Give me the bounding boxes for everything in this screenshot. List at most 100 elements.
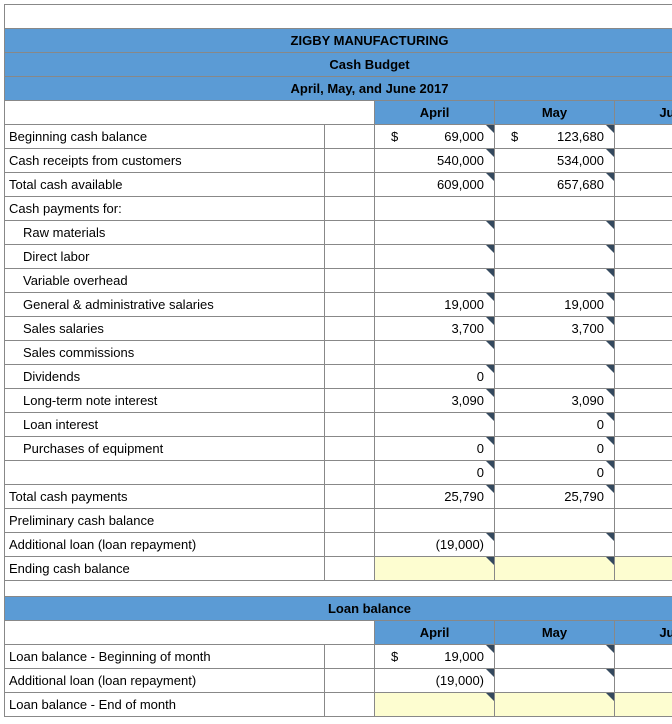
blank-header [5,101,375,125]
loan-blank-header [5,621,375,645]
row-7-jun: 19,000 [615,293,672,317]
row-8-jun: 3,700 [615,317,672,341]
row-label-16: Preliminary cash balance [5,509,325,533]
row-6-apr [375,269,495,293]
row-spacer-12 [325,413,375,437]
row-spacer-10 [325,365,375,389]
loan-row-1-may [495,669,615,693]
row-spacer-6 [325,269,375,293]
row-spacer-7 [325,293,375,317]
loan-row-0-may [495,645,615,669]
loan-row-2-apr [375,693,495,717]
loan-row-label-1: Additional loan (loan repayment) [5,669,325,693]
loan-row-0-jun [615,645,672,669]
cash-budget-table: ZIGBY MANUFACTURINGCash BudgetApril, May… [4,4,672,717]
loan-row-1-jun [615,669,672,693]
row-7-may: 19,000 [495,293,615,317]
row-17-apr: (19,000) [375,533,495,557]
loan-row-label-2: Loan balance - End of month [5,693,325,717]
loan-col-april: April [375,621,495,645]
row-16-may [495,509,615,533]
row-spacer-18 [325,557,375,581]
row-label-5: Direct labor [5,245,325,269]
col-june: June [615,101,672,125]
row-2-may: 657,680 [495,173,615,197]
row-spacer-13 [325,437,375,461]
row-7-apr: 19,000 [375,293,495,317]
row-4-may [495,221,615,245]
row-16-jun [615,509,672,533]
row-12-apr [375,413,495,437]
title-line-0: ZIGBY MANUFACTURING [5,29,672,53]
row-spacer-16 [325,509,375,533]
row-spacer-4 [325,221,375,245]
row-10-apr: 0 [375,365,495,389]
row-18-jun [615,557,672,581]
row-label-14 [5,461,325,485]
row-11-may: 3,090 [495,389,615,413]
row-9-apr [375,341,495,365]
row-label-4: Raw materials [5,221,325,245]
row-label-2: Total cash available [5,173,325,197]
row-10-jun: 0 [615,365,672,389]
row-14-may: 0 [495,461,615,485]
row-3-apr [375,197,495,221]
row-0-apr: $69,000 [375,125,495,149]
row-17-may [495,533,615,557]
row-4-jun [615,221,672,245]
row-label-8: Sales salaries [5,317,325,341]
title-line-1: Cash Budget [5,53,672,77]
row-spacer-0 [325,125,375,149]
row-label-10: Dividends [5,365,325,389]
row-spacer-9 [325,341,375,365]
row-12-may: 0 [495,413,615,437]
row-9-may [495,341,615,365]
row-8-apr: 3,700 [375,317,495,341]
loan-col-may: May [495,621,615,645]
row-label-1: Cash receipts from customers [5,149,325,173]
row-label-7: General & administrative salaries [5,293,325,317]
loan-row-spacer-2 [325,693,375,717]
row-label-12: Loan interest [5,413,325,437]
row-spacer-3 [325,197,375,221]
loan-row-label-0: Loan balance - Beginning of month [5,645,325,669]
loan-row-1-apr: (19,000) [375,669,495,693]
row-spacer-2 [325,173,375,197]
row-15-may: 25,790 [495,485,615,509]
row-1-may: 534,000 [495,149,615,173]
col-may: May [495,101,615,125]
row-12-jun: 0 [615,413,672,437]
gap-row [5,581,672,597]
row-spacer-8 [325,317,375,341]
row-16-apr [375,509,495,533]
row-15-apr: 25,790 [375,485,495,509]
loan-row-0-apr: $19,000 [375,645,495,669]
row-spacer-1 [325,149,375,173]
loan-row-2-may [495,693,615,717]
row-4-apr [375,221,495,245]
row-1-apr: 540,000 [375,149,495,173]
row-0-may: $123,680 [495,125,615,149]
row-label-11: Long-term note interest [5,389,325,413]
row-18-may [495,557,615,581]
row-5-jun [615,245,672,269]
row-label-0: Beginning cash balance [5,125,325,149]
loan-row-spacer-1 [325,669,375,693]
row-spacer-14 [325,461,375,485]
row-2-jun [615,173,672,197]
row-6-jun [615,269,672,293]
loan-title: Loan balance [5,597,672,621]
col-april: April [375,101,495,125]
loan-row-spacer-0 [325,645,375,669]
row-18-apr [375,557,495,581]
row-3-may [495,197,615,221]
row-spacer-17 [325,533,375,557]
row-10-may [495,365,615,389]
top-border [5,5,672,29]
row-0-jun [615,125,672,149]
row-label-13: Purchases of equipment [5,437,325,461]
row-spacer-11 [325,389,375,413]
row-label-9: Sales commissions [5,341,325,365]
row-label-6: Variable overhead [5,269,325,293]
row-spacer-15 [325,485,375,509]
